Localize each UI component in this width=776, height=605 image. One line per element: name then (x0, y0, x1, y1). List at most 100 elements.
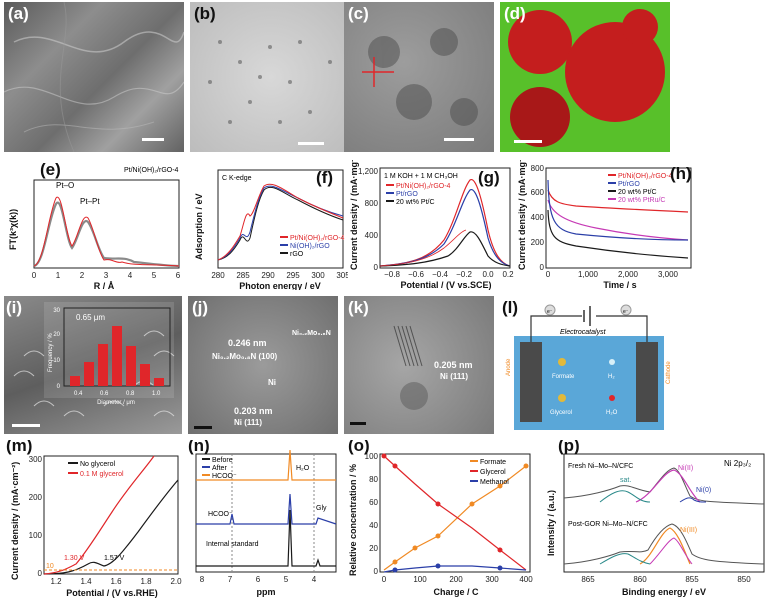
legend-entry: Methanol (480, 479, 509, 486)
tem-texture (208, 40, 332, 124)
x-axis-label: Photon energy / eV (239, 281, 321, 290)
fluorescence-image (500, 2, 670, 152)
panel-label: (n) (188, 440, 210, 455)
ytick: 200 (29, 493, 43, 502)
inset-ytick: 20 (53, 332, 60, 338)
panel-j: (j) 0.246 nm Ni₀.₂Mo₀.₈N (100) Ni₀.₂Mo₀.… (188, 296, 338, 434)
fresh-sat (599, 490, 651, 503)
x-axis-label: R / Å (94, 281, 115, 290)
h2-molecule (609, 359, 615, 365)
point (381, 453, 387, 459)
y-axis-label: Intensity / (a.u.) (546, 490, 556, 556)
inset-xtick: 0.4 (74, 391, 83, 397)
ytick: 300 (29, 455, 43, 464)
panel-l: e⁻ e⁻ Electrocatalyst Anode Cathode Form… (500, 296, 676, 434)
cathode-electrode (636, 342, 658, 422)
legend-swatch (386, 192, 394, 194)
panel-label: (i) (6, 298, 23, 317)
plot-e: Pt/Ni(OH)₂/rGO-4 Pt–O Pt–Pt 0 1 2 3 4 5 … (8, 167, 181, 290)
hrtem-texture (362, 28, 478, 126)
series-red-2 (379, 229, 467, 267)
xtick: 860 (633, 575, 647, 584)
xtick: 850 (737, 575, 751, 584)
bar (112, 326, 122, 386)
ytick: 80 (369, 475, 378, 484)
legend-swatch (202, 474, 210, 476)
legend-swatch (608, 198, 616, 200)
panel-h: Pt/Ni(OH)₂/rGO-4 Pt/rGO 20 wt% Pt/C 20 w… (516, 160, 696, 290)
y-axis-label: Current density / (mA·mg⁻¹) (517, 160, 527, 270)
panel-label: (j) (192, 298, 209, 317)
panel-o: Formate Glycerol Methanol 0 20 40 60 80 … (340, 440, 536, 602)
panel-label: (o) (348, 440, 370, 455)
x-axis-label: Potential / (V vs.SCE) (400, 280, 491, 290)
glycerol-molecule (558, 394, 566, 402)
xtick: −0.2 (456, 270, 472, 279)
panel-i: 0.65 μm 0.4 0.6 0.8 1.0 0 10 20 30 Diame… (4, 296, 182, 434)
panel-a: (a) (4, 2, 184, 152)
inset-mean: 0.65 μm (76, 313, 105, 322)
legend-entry: Ni(OH)₂/rGO (290, 243, 330, 250)
annot-phase: Ni₀.₂Mo₀.₈N (292, 330, 331, 337)
electron-label: e⁻ (623, 309, 629, 315)
h2-label: H₂ (608, 374, 615, 380)
legend-swatch (280, 244, 288, 246)
ytick: 100 (29, 531, 43, 540)
series-red (379, 179, 511, 267)
xtick: 2 (80, 271, 85, 280)
scale-bar (12, 424, 40, 427)
post-sat (599, 553, 651, 565)
legend-swatch (202, 458, 210, 460)
onset-glycerol: 1.30 V (64, 555, 85, 562)
ytick: 100 (365, 452, 379, 461)
axes (379, 453, 531, 573)
x-axis-label: Binding energy / eV (622, 587, 706, 597)
y-axis-label: Current density / (mA·mg⁻¹) (349, 160, 359, 270)
panel-label: (l) (502, 298, 519, 317)
legend-swatch (280, 236, 288, 238)
legend-entry: Formate (480, 459, 506, 466)
xtick: 285 (236, 271, 250, 280)
legend-swatch (280, 252, 288, 254)
scale-bar (298, 142, 324, 145)
panel-f: C K-edge Pt/Ni(OH)₂/rGO-4 Ni(OH)₂/rGO rG… (188, 160, 348, 290)
annot-spacing: 0.246 nm (228, 338, 267, 348)
xtick: 6 (176, 271, 181, 280)
panel-label: (m) (6, 440, 33, 455)
panel-k: (k) 0.205 nm Ni (111) (344, 296, 494, 434)
electrolyzer-diagram: e⁻ e⁻ Electrocatalyst Anode Cathode Form… (506, 304, 672, 430)
annot-gly: Gly (316, 505, 327, 512)
ytick: 800 (531, 164, 545, 173)
series-red (217, 183, 344, 261)
panel-label: (g) (478, 168, 500, 187)
xtick: −0.8 (384, 270, 400, 279)
post-ni3 (639, 527, 691, 565)
axes (563, 453, 765, 573)
xtick: 7 (228, 575, 233, 584)
plot-o: Formate Glycerol Methanol 0 20 40 60 80 … (348, 452, 533, 597)
ytick: 20 (369, 544, 378, 553)
point (497, 483, 503, 489)
legend-entry: Pt/Ni(OH)₂/rGO-4 (290, 235, 345, 242)
xtick: −0.6 (408, 270, 424, 279)
series-gray (33, 201, 180, 268)
x-axis-label: Potential / (V vs.RHE) (66, 588, 158, 598)
point (435, 533, 441, 539)
xtick: 855 (685, 575, 699, 584)
xtick: 1 (56, 271, 61, 280)
panel-label: (f) (316, 168, 333, 187)
plot-n: Before After HCOO⁻ HCOO⁻ H₂O Gly Interna… (195, 449, 337, 597)
annot-plane: Ni₀.₂Mo₀.₈N (100) (212, 352, 278, 361)
xtick: 2.0 (170, 577, 182, 586)
formate-molecule (558, 358, 566, 366)
xtick: 1,000 (578, 270, 599, 279)
point (435, 501, 441, 507)
x-axis-label: Charge / C (433, 587, 479, 597)
axes (379, 167, 511, 269)
legend-swatch (470, 460, 478, 462)
ni2-label: Ni(II) (678, 465, 693, 472)
bar (140, 364, 150, 386)
series-black (196, 509, 336, 567)
y-axis-label: Adsorption / eV (194, 193, 204, 260)
xtick: −0.4 (432, 270, 448, 279)
